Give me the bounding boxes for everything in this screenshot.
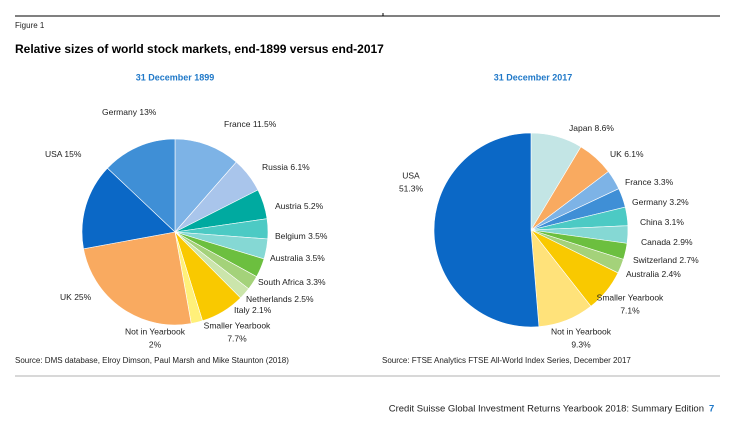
slice-label: Australia (626, 269, 659, 279)
slice-label: Smaller Yearbook (597, 292, 664, 302)
slice-label-group: Japan 8.6% (569, 123, 614, 133)
slice-label: Netherlands (246, 294, 292, 304)
slice-value-label: 8.6% (595, 123, 615, 133)
slice-label-group: Russia 6.1% (262, 162, 310, 172)
footer-text: Credit Suisse Global Investment Returns … (389, 404, 704, 415)
slice-label: Not in Yearbook (551, 326, 612, 336)
slice-label: USA (45, 149, 63, 159)
pie-slice (83, 231, 192, 326)
slice-value-label: 2.1% (252, 305, 272, 315)
slice-label-group: Germany 13% (102, 107, 157, 117)
slice-label-group: France 11.5% (224, 119, 277, 129)
slice-label-group: Netherlands 2.5% (246, 294, 314, 304)
slice-value-label: 15% (64, 149, 81, 159)
slice-value-label: 2.4% (661, 269, 681, 279)
slice-label-group: USA 15% (45, 149, 82, 159)
slice-label: France (625, 177, 652, 187)
slice-label: Australia (270, 253, 303, 263)
slice-value-label: 3.5% (305, 253, 325, 263)
pie-title: 31 December 1899 (136, 72, 215, 82)
slice-label-group: France 3.3% (625, 177, 674, 187)
slice-label-group: Italy 2.1% (234, 305, 272, 315)
pie-title: 31 December 2017 (494, 72, 573, 82)
slice-label: Germany (102, 107, 138, 117)
slice-value-label: 6.1% (290, 162, 310, 172)
slice-value-label: 2% (149, 339, 162, 349)
slice-label: Austria (275, 201, 302, 211)
pie-slice (81, 167, 176, 250)
slice-label: Smaller Yearbook (204, 320, 271, 330)
slice-label: Italy (234, 305, 250, 315)
slice-value-label: 3.1% (665, 217, 685, 227)
slice-label-group: South Africa 3.3% (258, 277, 326, 287)
slice-label-group: UK 25% (60, 292, 92, 302)
slice-value-label: 2.7% (679, 255, 699, 265)
slice-label-group: Australia 3.5% (270, 253, 325, 263)
slice-label-group: Germany 3.2% (632, 197, 689, 207)
slice-label: China (640, 217, 662, 227)
slice-label: France (224, 119, 251, 129)
page-number: 7 (709, 404, 714, 415)
slice-label-group: Canada 2.9% (641, 237, 693, 247)
slice-label-group: Austria 5.2% (275, 201, 324, 211)
page-title: Relative sizes of world stock markets, e… (15, 42, 384, 56)
slice-label: Japan (569, 123, 592, 133)
slice-value-label: 51.3% (399, 183, 424, 193)
slice-value-label: 9.3% (571, 339, 591, 349)
pie-slice (106, 138, 176, 233)
slice-value-label: 3.5% (308, 231, 328, 241)
slice-label: Switzerland (633, 255, 677, 265)
pie-slice (174, 138, 237, 233)
slice-value-label: 6.1% (624, 149, 644, 159)
slice-label: UK (610, 149, 622, 159)
slice-value-label: 11.5% (253, 119, 277, 129)
slice-value-label: 5.2% (304, 201, 324, 211)
pie-slice (433, 132, 540, 328)
figure-label: Figure 1 (15, 21, 45, 30)
slice-label-group: Switzerland 2.7% (633, 255, 699, 265)
slice-label-group: Belgium 3.5% (275, 231, 328, 241)
slice-label: South Africa (258, 277, 304, 287)
slice-value-label: 25% (74, 292, 91, 302)
slice-label-group: Australia 2.4% (626, 269, 681, 279)
slice-label: Canada (641, 237, 671, 247)
slice-value-label: 13% (139, 107, 156, 117)
slice-label: Russia (262, 162, 288, 172)
slice-value-label: 3.2% (669, 197, 689, 207)
slice-label-group: China 3.1% (640, 217, 684, 227)
slice-label: Germany (632, 197, 668, 207)
source-note: Source: DMS database, Elroy Dimson, Paul… (15, 356, 289, 365)
slice-value-label: 7.7% (227, 333, 247, 343)
slice-value-label: 2.5% (294, 294, 314, 304)
slice-value-label: 2.9% (673, 237, 693, 247)
slice-label-group: UK 6.1% (610, 149, 644, 159)
slice-label: Belgium (275, 231, 306, 241)
slice-value-label: 3.3% (306, 277, 326, 287)
slice-label: USA (402, 170, 420, 180)
slice-value-label: 3.3% (654, 177, 674, 187)
slice-value-label: 7.1% (620, 305, 640, 315)
slice-label: Not in Yearbook (125, 326, 186, 336)
slice-label: UK (60, 292, 72, 302)
source-note: Source: FTSE Analytics FTSE All-World In… (382, 356, 631, 365)
